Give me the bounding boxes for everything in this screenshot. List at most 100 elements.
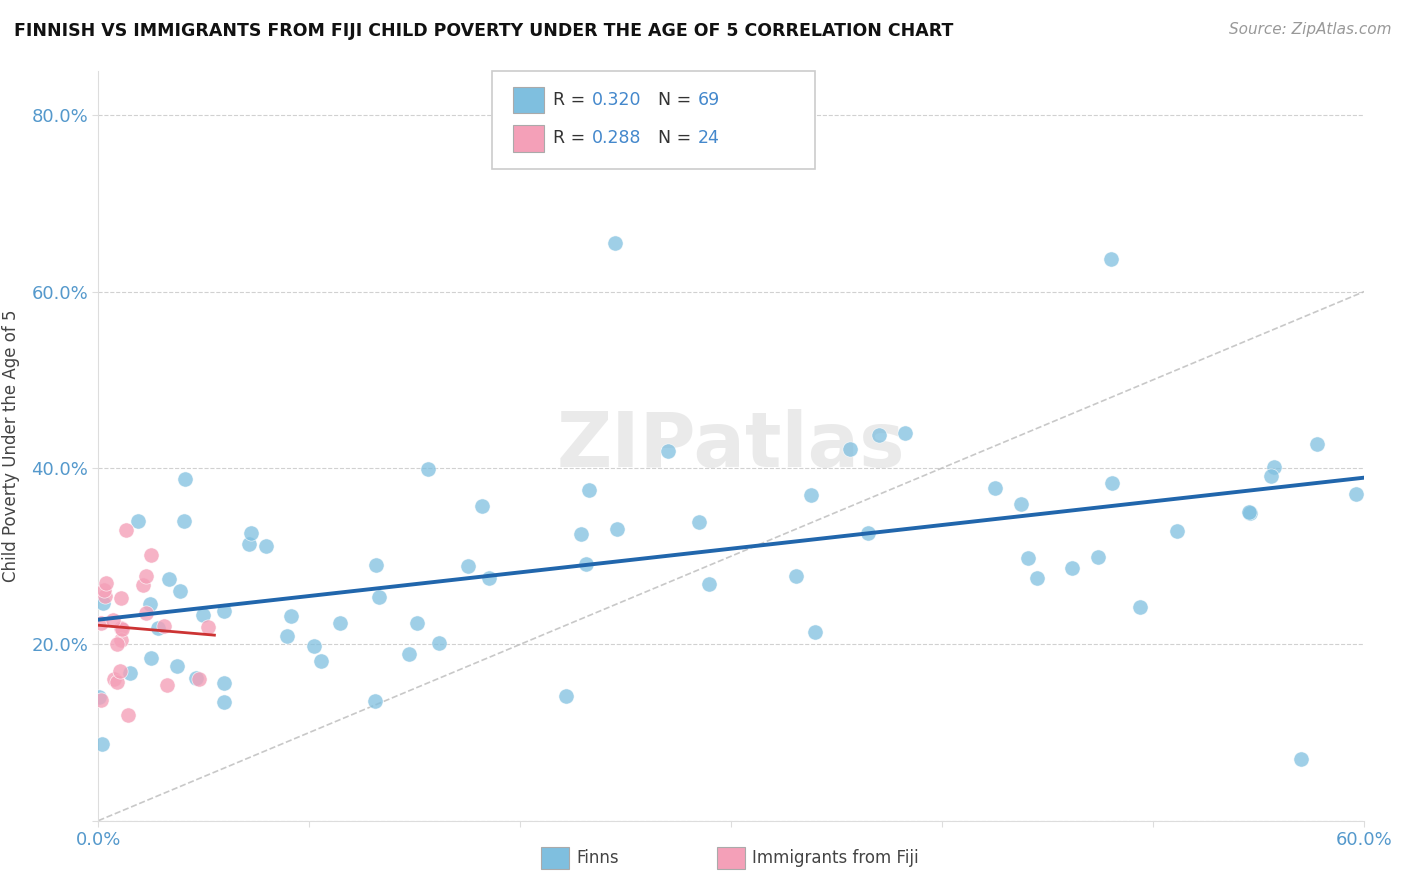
Text: 24: 24 [697, 129, 720, 147]
Point [427, 635, 450, 649]
Point [146, 621, 169, 635]
Point [135, 568, 157, 582]
Text: Immigrants from Fiji: Immigrants from Fiji [752, 849, 920, 867]
Point [1237, 505, 1260, 519]
Point [254, 539, 277, 553]
Point [364, 694, 387, 708]
Text: 0.288: 0.288 [592, 129, 641, 147]
Point [471, 499, 494, 513]
Point [457, 559, 479, 574]
Point [89, 690, 111, 704]
Point [1166, 524, 1188, 538]
Point [110, 591, 132, 605]
Point [578, 483, 600, 498]
Point [156, 677, 179, 691]
Point [984, 481, 1007, 495]
Point [839, 442, 862, 457]
Point [141, 549, 163, 563]
Point [238, 537, 260, 551]
Point [309, 654, 332, 668]
Text: Source: ZipAtlas.com: Source: ZipAtlas.com [1229, 22, 1392, 37]
Point [173, 515, 195, 529]
Point [478, 572, 501, 586]
Point [688, 515, 710, 529]
Point [169, 584, 191, 599]
Point [304, 639, 326, 653]
Point [367, 591, 389, 605]
Point [117, 707, 139, 722]
Text: FINNISH VS IMMIGRANTS FROM FIJI CHILD POVERTY UNDER THE AGE OF 5 CORRELATION CHA: FINNISH VS IMMIGRANTS FROM FIJI CHILD PO… [14, 22, 953, 40]
Point [127, 514, 149, 528]
Point [569, 526, 592, 541]
Text: ZIPatlas: ZIPatlas [557, 409, 905, 483]
Point [118, 666, 141, 681]
Text: R =: R = [553, 91, 591, 109]
Y-axis label: Child Poverty Under the Age of 5: Child Poverty Under the Age of 5 [1, 310, 20, 582]
Point [93, 596, 115, 610]
Point [1129, 600, 1152, 615]
Point [856, 526, 879, 541]
Text: 69: 69 [697, 91, 720, 109]
Point [157, 572, 180, 586]
Point [1289, 752, 1312, 766]
Point [110, 621, 132, 635]
Point [132, 578, 155, 592]
Point [101, 613, 124, 627]
Point [1239, 506, 1261, 520]
Point [174, 471, 197, 485]
Point [868, 428, 890, 442]
Point [1026, 571, 1049, 585]
Point [94, 589, 117, 603]
Point [1017, 551, 1039, 566]
Point [697, 576, 720, 591]
Text: N =: N = [658, 91, 697, 109]
Point [1263, 460, 1285, 475]
Point [803, 625, 825, 640]
Point [90, 616, 112, 631]
Point [1101, 475, 1123, 490]
Point [1062, 561, 1084, 575]
Point [416, 461, 439, 475]
Point [1087, 550, 1109, 565]
Point [405, 615, 427, 630]
Point [105, 637, 128, 651]
Point [1346, 487, 1368, 501]
Point [94, 576, 117, 591]
Point [575, 557, 598, 571]
Point [894, 425, 917, 440]
Point [152, 619, 174, 633]
Point [554, 689, 576, 703]
Point [166, 659, 188, 673]
Text: R =: R = [553, 129, 591, 147]
Point [197, 620, 219, 634]
Point [212, 604, 235, 618]
Point [90, 737, 112, 751]
Point [214, 695, 236, 709]
Point [212, 676, 235, 690]
Point [605, 236, 627, 251]
Point [657, 444, 679, 458]
Text: N =: N = [658, 129, 697, 147]
Point [1260, 469, 1282, 483]
Point [329, 616, 352, 631]
Point [186, 672, 208, 686]
Point [108, 664, 131, 678]
Point [111, 623, 134, 637]
Point [239, 526, 262, 541]
Point [1099, 252, 1122, 266]
Point [135, 606, 157, 620]
Point [139, 651, 162, 665]
Point [89, 692, 111, 706]
Text: 0.320: 0.320 [592, 91, 641, 109]
Point [188, 673, 211, 687]
Text: Finns: Finns [576, 849, 619, 867]
Point [191, 607, 214, 622]
Point [103, 672, 125, 686]
Point [115, 523, 138, 537]
Point [1306, 437, 1329, 451]
Point [93, 583, 115, 598]
Point [105, 674, 128, 689]
Point [276, 629, 298, 643]
Point [800, 488, 823, 502]
Point [364, 558, 387, 572]
